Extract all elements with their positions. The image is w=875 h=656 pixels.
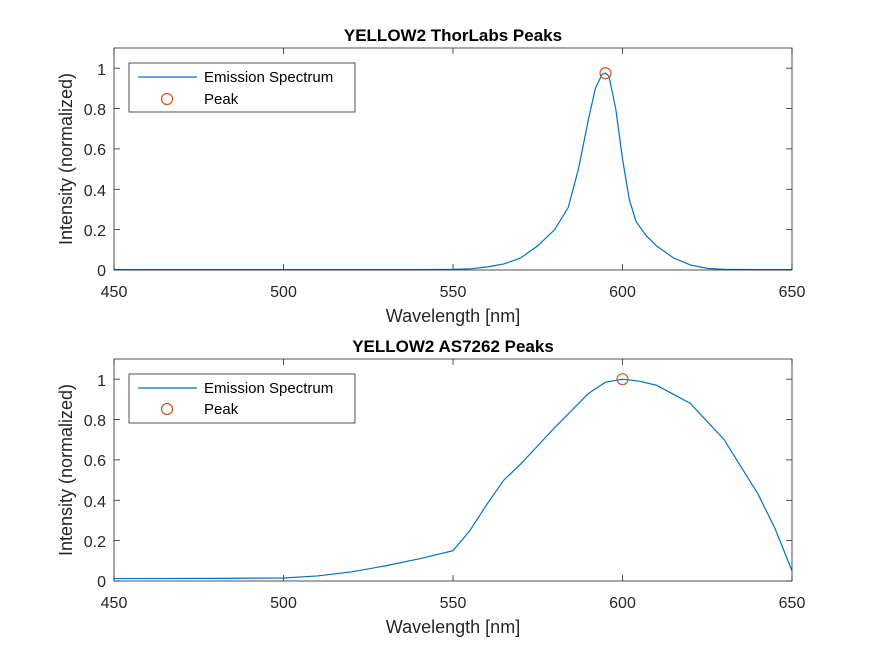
y-tick-label: 0 — [97, 574, 106, 591]
x-tick-label: 450 — [101, 595, 128, 612]
legend: Emission Spectrum Peak — [128, 62, 356, 113]
x-tick-label: 650 — [779, 595, 806, 612]
legend-marker-swatch — [160, 402, 174, 416]
legend-label: Peak — [204, 401, 239, 418]
axes-box — [113, 358, 793, 582]
subplot-thorlabs: 450 500 550 600 650 0 0.2 0.4 0.6 0.8 1 … — [56, 26, 805, 326]
y-tick-label: 0.8 — [84, 413, 106, 430]
chart-title: YELLOW2 ThorLabs Peaks — [344, 26, 562, 45]
legend-label: Emission Spectrum — [204, 380, 333, 397]
x-axis-label: Wavelength [nm] — [386, 306, 520, 326]
legend: Emission Spectrum Peak — [128, 373, 356, 424]
y-tick-labels: 0 0.2 0.4 0.6 0.8 1 — [84, 62, 106, 280]
x-tick-labels: 450 500 550 600 650 — [101, 595, 806, 612]
y-tick-label: 0.4 — [84, 494, 106, 511]
emission-spectrum-line — [113, 378, 793, 580]
y-tick-label: 0 — [97, 263, 106, 280]
x-tick-labels: 450 500 550 600 650 — [101, 284, 806, 301]
y-axis-label: Intensity (normalized) — [56, 73, 76, 245]
emission-spectrum-line — [114, 72, 792, 271]
x-axis-label: Wavelength [nm] — [386, 617, 520, 637]
y-tick-label: 0.2 — [84, 223, 106, 240]
y-tick-label: 0.6 — [84, 453, 106, 470]
legend-marker-swatch — [160, 92, 174, 106]
legend-label: Peak — [204, 91, 239, 108]
y-tick-label: 0.8 — [84, 102, 106, 119]
y-tick-label: 0.4 — [84, 183, 106, 200]
y-tick-label: 0.6 — [84, 142, 106, 159]
legend-label: Emission Spectrum — [204, 69, 333, 86]
x-tick-label: 600 — [609, 284, 636, 301]
chart-title: YELLOW2 AS7262 Peaks — [352, 337, 554, 356]
y-axis-label: Intensity (normalized) — [56, 384, 76, 556]
legend-box — [128, 62, 356, 113]
x-tick-label: 500 — [270, 284, 297, 301]
x-tick-label: 500 — [270, 595, 297, 612]
peak-marker — [599, 67, 612, 80]
y-tick-label: 1 — [97, 62, 106, 79]
x-tick-label: 650 — [779, 284, 806, 301]
peak-marker — [616, 373, 629, 386]
y-tick-label: 0.2 — [84, 534, 106, 551]
subplot-as7262: 450 500 550 600 650 0 0.2 0.4 0.6 0.8 1 … — [56, 337, 805, 637]
y-tick-label: 1 — [97, 373, 106, 390]
x-tick-label: 550 — [440, 595, 467, 612]
axes-box — [113, 47, 793, 271]
y-tick-labels: 0 0.2 0.4 0.6 0.8 1 — [84, 373, 106, 591]
x-tick-label: 450 — [101, 284, 128, 301]
x-tick-label: 600 — [609, 595, 636, 612]
x-tick-label: 550 — [440, 284, 467, 301]
